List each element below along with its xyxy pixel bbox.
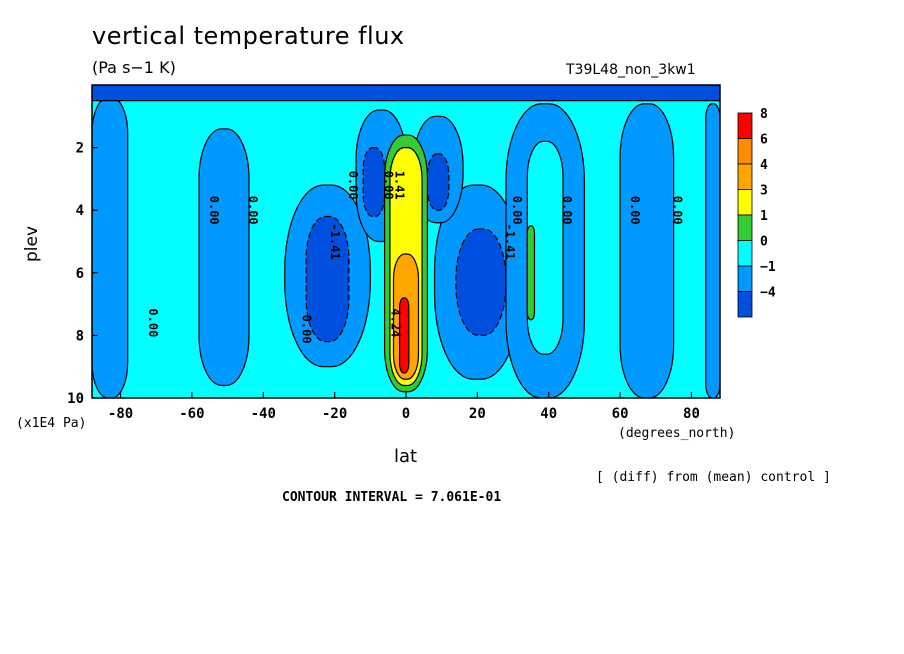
colorbar-level-label: −4: [760, 286, 776, 301]
x-tick-label: 40: [540, 406, 557, 422]
contour-interval-label: CONTOUR INTERVAL = 7.061E-01: [282, 490, 502, 505]
y-tick-label: 2: [76, 141, 84, 157]
colorbar-level-label: 1: [760, 209, 768, 224]
x-tick-label: -20: [322, 406, 347, 422]
chart-title: vertical temperature flux: [92, 22, 405, 50]
contour-band-8: [455, 228, 507, 336]
contour-band-6: [362, 147, 386, 218]
colorbar-swatch: [737, 138, 753, 165]
colorbar-swatch: [737, 265, 753, 292]
y-axis-units: (x1E4 Pa): [16, 416, 87, 431]
contour-band-4: [305, 215, 350, 343]
contour-label: 0.00: [207, 196, 221, 225]
contour-label: -1.41: [503, 223, 517, 259]
contour-label: 0.00: [671, 196, 685, 225]
colorbar-swatch: [737, 189, 753, 216]
contour-band-10: [426, 153, 450, 211]
colorbar-swatch: [737, 112, 753, 139]
contour-band-1: [92, 96, 129, 398]
contour-label: 0.00: [346, 171, 360, 200]
y-tick-label: 10: [67, 391, 84, 407]
contour-label: 0.00: [510, 196, 524, 225]
x-tick-label: 80: [683, 406, 700, 422]
x-tick-label: 60: [612, 406, 629, 422]
contour-band-14: [619, 103, 675, 398]
colorbar-level-label: 8: [760, 107, 768, 122]
run-id-label: T39L48_non_3kw1: [566, 62, 696, 78]
colorbar-swatch: [737, 214, 753, 241]
colorbar-level-label: 6: [760, 133, 768, 148]
x-tick-label: -60: [179, 406, 204, 422]
colorbar-swatch: [737, 240, 753, 267]
diff-note: [ (diff) from (mean) control ]: [596, 470, 831, 485]
y-tick-label: 8: [76, 328, 84, 344]
contour-label: 4.24: [389, 308, 403, 337]
contour-band-19: [398, 297, 410, 374]
x-tick-label: -80: [108, 406, 133, 422]
contour-label: 0.00: [146, 308, 160, 337]
x-tick-label: 20: [469, 406, 486, 422]
contour-band-13: [526, 225, 536, 321]
colorbar-level-label: 4: [760, 158, 768, 173]
contour-band-20: [92, 85, 720, 102]
y-tick-label: 6: [76, 266, 84, 282]
y-tick-label: 4: [76, 203, 84, 219]
contour-band-15: [705, 103, 720, 398]
x-tick-label: 0: [402, 406, 410, 422]
contour-label: -1.41: [328, 223, 342, 259]
colorbar-level-label: 0: [760, 235, 768, 250]
colorbar-swatch: [737, 163, 753, 190]
contour-label: 0.00: [246, 196, 260, 225]
x-axis-label: lat: [394, 446, 418, 467]
contour-label: 0.00: [382, 171, 396, 200]
contour-label: 1.41: [392, 171, 406, 200]
colorbar-level-label: −1: [760, 260, 776, 275]
x-tick-label: -40: [251, 406, 276, 422]
contour-band-2: [198, 128, 250, 387]
contour-label: 0.00: [300, 315, 314, 344]
filled-contours: [92, 85, 720, 398]
x-axis-units: (degrees_north): [618, 426, 736, 441]
chart-units: (Pa s−1 K): [92, 58, 176, 77]
contour-label: 0.00: [628, 196, 642, 225]
colorbar-swatch: [737, 291, 753, 318]
colorbar-level-label: 3: [760, 184, 768, 199]
contour-label: 0.00: [560, 196, 574, 225]
